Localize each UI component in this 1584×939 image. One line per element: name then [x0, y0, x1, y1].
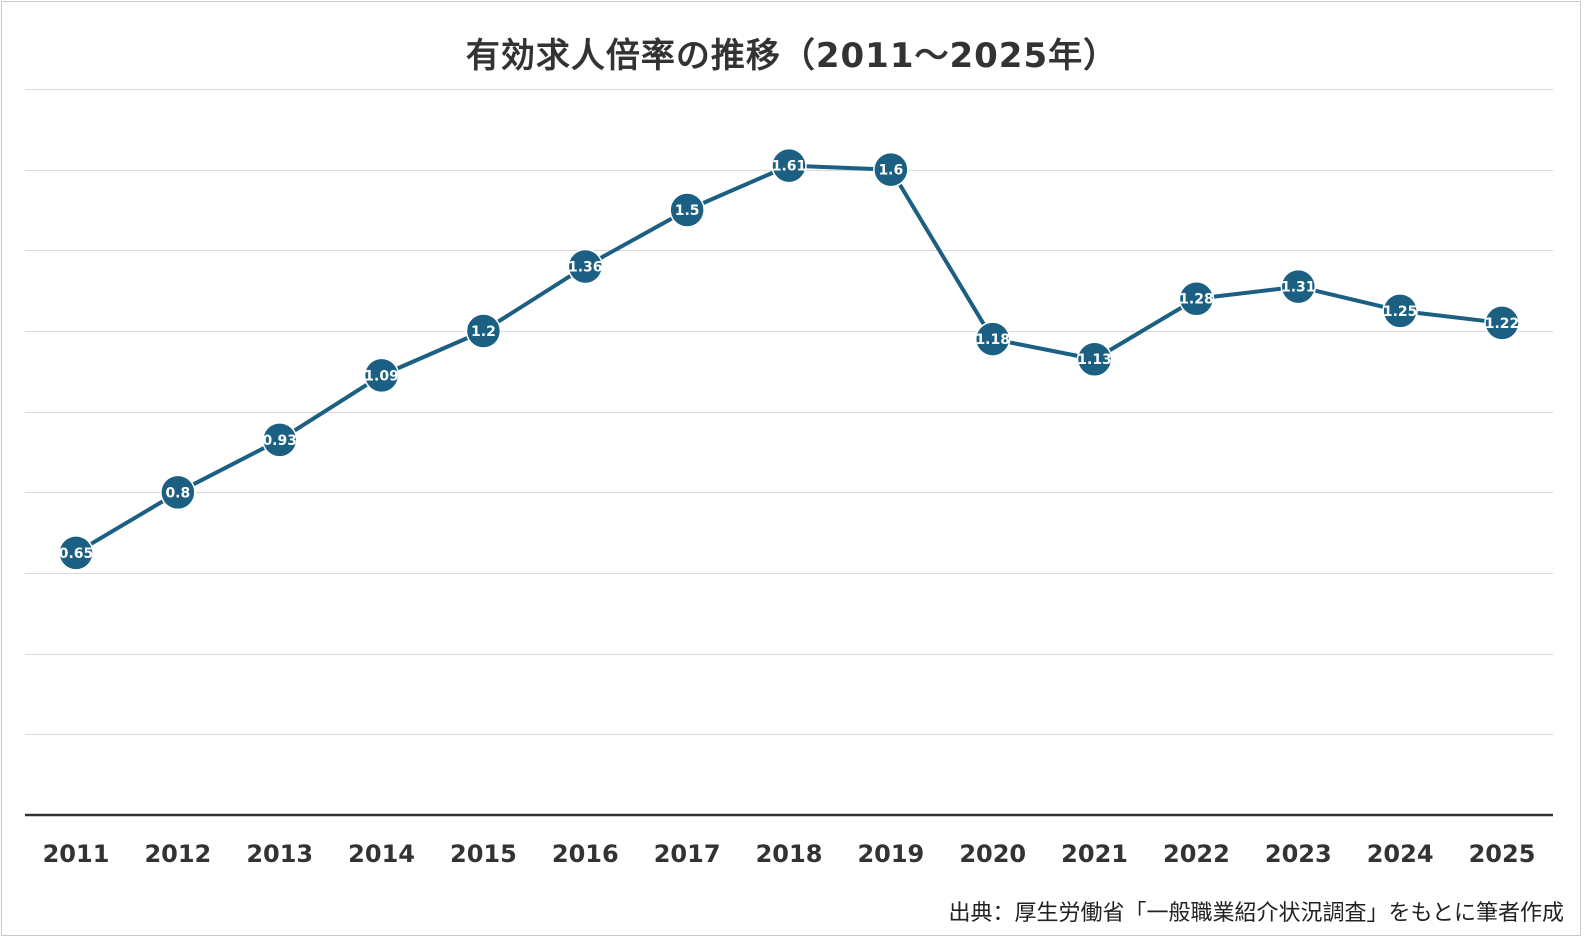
- data-point: [363, 357, 400, 394]
- data-point: [465, 313, 502, 349]
- data-point: [58, 535, 94, 571]
- data-point: [1382, 293, 1418, 329]
- data-label: 1.5: [675, 203, 700, 219]
- data-point: [1280, 268, 1317, 305]
- data-label: 1.22: [1485, 316, 1520, 332]
- x-tick-label: 2012: [144, 840, 211, 868]
- x-tick-label: 2021: [1061, 840, 1128, 868]
- data-point: [669, 192, 705, 228]
- x-tick-label: 2019: [857, 840, 924, 868]
- data-point: [1178, 280, 1215, 317]
- data-label: 0.8: [165, 485, 190, 501]
- data-point: [974, 321, 1011, 357]
- x-tick-label: 2016: [552, 840, 619, 868]
- data-label: 1.28: [1179, 292, 1214, 308]
- x-tick-label: 2014: [348, 840, 415, 868]
- x-tick-label: 2025: [1469, 840, 1536, 868]
- x-tick-label: 2018: [756, 840, 823, 868]
- data-point: [1484, 305, 1520, 341]
- data-label: 1.61: [772, 159, 807, 175]
- data-label: 1.2: [471, 324, 496, 340]
- x-tick-label: 2017: [654, 840, 721, 868]
- data-label: 1.18: [975, 332, 1010, 348]
- data-label: 1.6: [878, 163, 903, 179]
- x-tick-label: 2020: [959, 840, 1026, 868]
- data-point: [1076, 341, 1113, 377]
- data-point: [873, 151, 909, 188]
- data-label: 0.65: [59, 546, 94, 562]
- data-point: [771, 147, 807, 184]
- x-tick-label: 2022: [1163, 840, 1230, 868]
- data-point: [261, 422, 298, 458]
- data-label: 1.31: [1281, 280, 1316, 296]
- x-tick-label: 2013: [246, 840, 313, 868]
- x-tick-label: 2011: [43, 840, 110, 868]
- data-label: 0.93: [262, 433, 297, 449]
- data-label: 1.09: [364, 368, 399, 384]
- data-label: 1.36: [568, 259, 603, 275]
- chart-title: 有効求人倍率の推移（2011〜2025年）: [465, 36, 1119, 76]
- data-label: 1.25: [1383, 304, 1418, 320]
- data-point: [160, 474, 196, 511]
- x-tick-label: 2024: [1367, 840, 1434, 868]
- x-tick-label: 2015: [450, 840, 517, 868]
- data-label: 1.13: [1077, 352, 1112, 368]
- x-tick-label: 2023: [1265, 840, 1332, 868]
- series-line: [74, 163, 1503, 555]
- data-point: [567, 248, 604, 285]
- source-note: 出典：厚生労働省「一般職業紹介状況調査」をもとに筆者作成: [948, 901, 1564, 926]
